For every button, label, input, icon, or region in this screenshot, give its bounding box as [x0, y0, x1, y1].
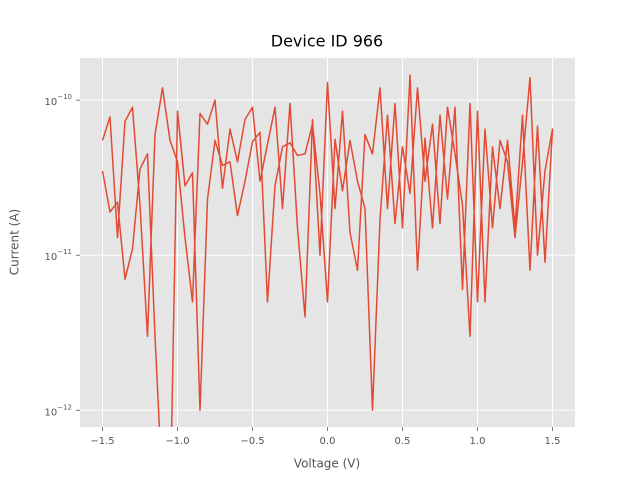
lines: [101, 74, 554, 427]
x-tick-label: −1.5: [90, 436, 114, 447]
y-tick-base: 10: [44, 97, 57, 108]
y-tick-exponent: −12: [57, 403, 72, 411]
y-tick-base: 10: [44, 407, 57, 418]
y-tick-label: 10−10: [44, 93, 72, 108]
x-tick-label: 1.5: [545, 436, 561, 447]
x-tick-label: −1.0: [165, 436, 189, 447]
chart-title: Device ID 966: [271, 32, 383, 51]
y-tick-base: 10: [44, 252, 57, 263]
y-axis-label: Current (A): [8, 209, 22, 275]
y-tick-exponent: −11: [57, 248, 72, 256]
x-axis-label: Voltage (V): [294, 457, 360, 471]
x-tick-label: −0.5: [240, 436, 264, 447]
x-tick-label: 1.0: [470, 436, 486, 447]
y-tick-label: 10−11: [44, 248, 72, 263]
data-line: [101, 74, 554, 427]
x-tick-label: 0.0: [320, 436, 336, 447]
grid: [80, 58, 575, 427]
y-tick-exponent: −10: [57, 93, 72, 101]
y-tick-label: 10−12: [44, 403, 72, 418]
x-tick-label: 0.5: [395, 436, 411, 447]
